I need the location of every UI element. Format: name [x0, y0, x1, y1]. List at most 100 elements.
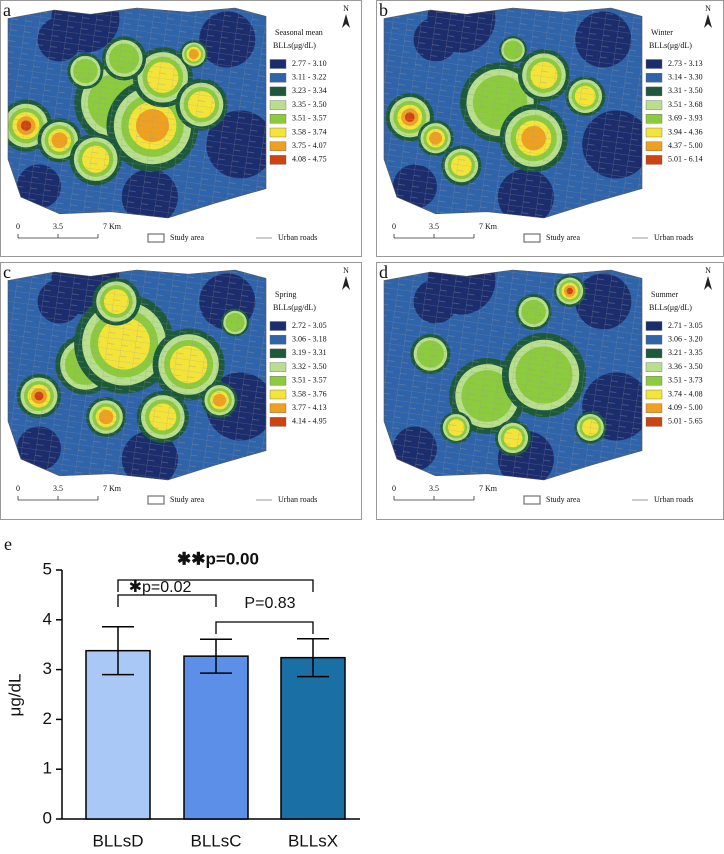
legend-label: 3.35 - 3.50 — [292, 100, 327, 109]
x-tick-label: BLLsC — [190, 831, 241, 850]
legend-swatch — [645, 417, 663, 427]
legend-label: 2.77 - 3.10 — [292, 59, 327, 68]
legend-label: 3.74 - 4.08 — [668, 389, 703, 398]
panel-label: e — [4, 534, 12, 554]
legend-unit: BLLs(μg/dL) — [273, 41, 316, 50]
north-label: N — [343, 266, 349, 275]
map-outline — [7, 7, 267, 219]
legend-swatch — [645, 155, 663, 165]
legend-label: 4.09 - 5.00 — [668, 403, 703, 412]
roads-label: Urban roads — [654, 233, 693, 242]
north-arrow — [704, 276, 712, 290]
legend-swatch — [645, 100, 663, 110]
significance-label: ✱✱p=0.00 — [177, 549, 259, 568]
north-label: N — [705, 4, 711, 13]
roads — [8, 8, 266, 218]
panel-label: c — [3, 262, 11, 282]
legend-swatch — [645, 376, 663, 386]
legend-label: 3.69 - 3.93 — [668, 114, 703, 123]
panel-label: a — [3, 0, 11, 20]
significance-label: P=0.83 — [244, 595, 295, 612]
study-area-key — [147, 495, 165, 505]
bar — [85, 649, 151, 820]
legend-swatch — [269, 86, 287, 97]
north-label: N — [705, 266, 711, 275]
roads — [8, 270, 266, 480]
legend-label: 4.08 - 4.75 — [292, 155, 327, 164]
legend-label: 3.31 - 3.50 — [668, 86, 703, 95]
y-axis-label: μg/dL — [5, 674, 24, 717]
legend-swatch — [645, 86, 663, 97]
roads — [384, 8, 642, 218]
legend-swatch — [269, 362, 287, 372]
legend-label: 3.06 - 3.20 — [668, 335, 703, 344]
significance-bracket — [117, 579, 314, 592]
north-arrow — [342, 14, 350, 28]
legend-swatch — [645, 59, 663, 69]
y-tick-label: 3 — [43, 659, 52, 678]
legend-label: 5.01 - 5.65 — [668, 417, 703, 426]
legend-unit: BLLs(μg/dL) — [649, 41, 692, 50]
legend-swatch — [269, 127, 287, 138]
scale-label: 3.5 — [429, 484, 439, 493]
significance-label: ✱p=0.02 — [129, 579, 192, 596]
legend-label: 2.73 - 3.13 — [668, 59, 703, 68]
legend-swatch — [269, 155, 287, 165]
panel-border — [0, 262, 362, 520]
legend-swatch — [269, 59, 287, 69]
legend-swatch — [269, 141, 287, 151]
legend-swatch — [645, 348, 663, 359]
study-area-key — [523, 233, 541, 243]
map-outline — [383, 269, 643, 481]
roads-label: Urban roads — [278, 495, 317, 504]
y-tick-label: 5 — [43, 559, 52, 578]
legend-swatch — [269, 389, 287, 400]
legend-label: 3.51 - 3.73 — [668, 376, 703, 385]
legend-label: 3.58 - 3.76 — [292, 389, 327, 398]
legend-swatch — [269, 403, 287, 413]
roads — [384, 270, 642, 480]
legend-swatch — [269, 417, 287, 427]
legend-title: Seasonal mean — [275, 28, 323, 37]
panel-label: b — [379, 0, 388, 20]
map — [384, 8, 642, 218]
legend-label: 3.11 - 3.22 — [292, 73, 326, 82]
scale-label: 7 Km — [103, 484, 122, 493]
legend-label: 4.14 - 4.95 — [292, 417, 327, 426]
roads-label: Urban roads — [278, 233, 317, 242]
legend-label: 3.14 - 3.30 — [668, 73, 703, 82]
y-tick-label: 4 — [43, 609, 52, 628]
y-tick-label: 0 — [43, 808, 52, 827]
legend-title: Summer — [651, 290, 678, 299]
legend-label: 3.77 - 4.13 — [292, 403, 327, 412]
legend-label: 3.51 - 3.68 — [668, 100, 703, 109]
map — [8, 270, 266, 480]
bar — [183, 655, 249, 820]
legend-swatch — [645, 321, 663, 331]
legend-swatch — [269, 100, 287, 110]
scale-label: 0 — [392, 484, 396, 493]
y-tick-label: 1 — [43, 759, 52, 778]
legend-label: 4.37 - 5.00 — [668, 141, 703, 150]
legend-title: Spring — [275, 290, 296, 299]
scale-label: 0 — [392, 222, 396, 231]
legend-unit: BLLs(μg/dL) — [273, 303, 316, 312]
north-arrow — [342, 276, 350, 290]
legend-swatch — [645, 114, 663, 124]
legend-label: 3.75 - 4.07 — [292, 141, 327, 150]
legend-swatch — [645, 335, 663, 345]
x-tick-label: BLLsX — [288, 831, 338, 850]
legend-label: 3.19 - 3.31 — [292, 348, 327, 357]
legend-swatch — [645, 362, 663, 372]
panel-border — [0, 0, 362, 257]
significance-bracket — [117, 594, 217, 607]
legend-label: 3.23 - 3.34 — [292, 86, 327, 95]
y-tick-label: 2 — [43, 709, 52, 728]
legend-swatch — [269, 114, 287, 124]
bar — [280, 656, 346, 820]
map — [384, 270, 642, 480]
study-area-label: Study area — [546, 495, 580, 504]
legend-swatch — [269, 376, 287, 386]
study-area-label: Study area — [170, 495, 204, 504]
